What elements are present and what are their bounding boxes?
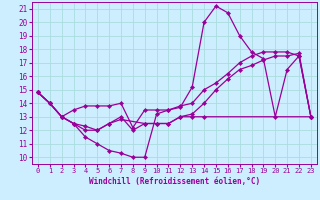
X-axis label: Windchill (Refroidissement éolien,°C): Windchill (Refroidissement éolien,°C) <box>89 177 260 186</box>
